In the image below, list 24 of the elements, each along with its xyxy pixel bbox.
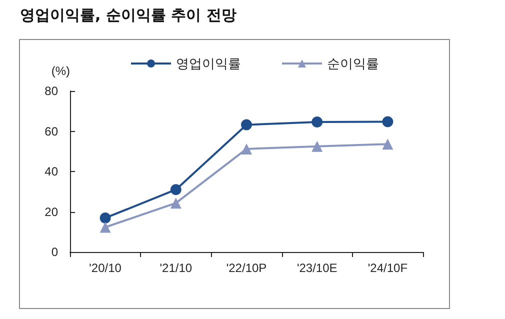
y-axis-title: (%) <box>51 64 70 78</box>
x-tick-label: '21/10 <box>160 261 192 275</box>
point <box>170 198 182 209</box>
point <box>312 140 323 152</box>
point <box>241 143 252 154</box>
point <box>241 119 252 130</box>
chart-title: 영업이익률, 순이익률 추이 전망 <box>20 6 236 25</box>
point <box>382 138 394 150</box>
point <box>100 222 111 233</box>
x-tick-label: '22/10P <box>226 261 267 275</box>
point <box>382 116 394 128</box>
y-tick-label: 60 <box>44 124 58 138</box>
x-tick-label: '24/10F <box>368 261 408 275</box>
y-tick-label: 0 <box>51 245 58 259</box>
point <box>312 116 323 128</box>
legend-label: 영업이익률 <box>176 56 241 71</box>
point <box>100 212 111 224</box>
legend-label: 순이익률 <box>327 56 379 71</box>
y-tick-label: 40 <box>44 164 58 178</box>
y-tick-label: 20 <box>44 204 58 219</box>
y-tick-label: 80 <box>44 84 58 98</box>
point <box>170 184 182 196</box>
x-tick-label: '23/10E <box>296 261 338 275</box>
x-tick-label: '20/10 <box>89 261 122 275</box>
